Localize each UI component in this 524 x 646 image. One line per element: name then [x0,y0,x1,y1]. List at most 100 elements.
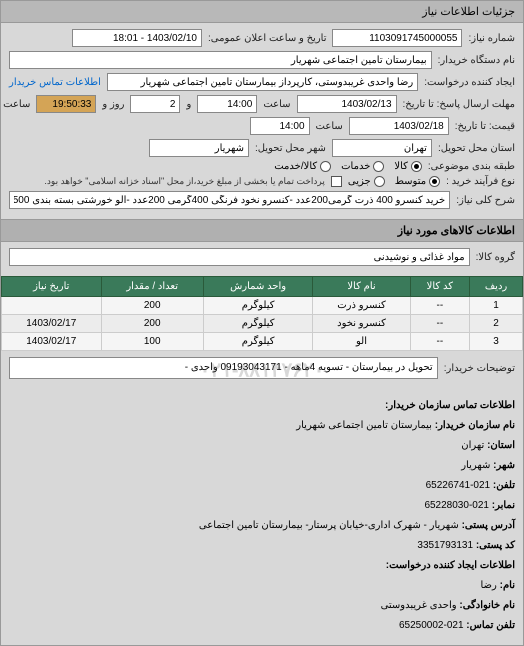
province-label: استان محل تحویل: [438,143,515,154]
request-number-input[interactable] [332,29,462,47]
ci-province-label: استان: [487,440,515,451]
payment-checkbox[interactable] [331,176,342,187]
header-bar: جزئیات اطلاعات نیاز [1,1,523,23]
radio-partial-label: جزیی [348,176,371,187]
header-title: جزئیات اطلاعات نیاز [422,6,515,18]
time-label-2: ساعت [316,121,343,132]
radio-services-icon [373,161,384,172]
radio-services-label: خدمات [341,161,370,172]
creator-input[interactable] [107,73,418,91]
th-date: تاریخ نیاز [2,277,102,297]
main-container: جزئیات اطلاعات نیاز شماره نیاز: تاریخ و … [0,0,524,646]
table-cell: -- [410,315,469,333]
buyer-notes-label: توضیحات خریدار: [444,363,515,374]
table-cell: کنسرو ذرت [313,297,410,315]
radio-services[interactable]: خدمات [341,161,384,172]
days-suffix: روز و [102,99,124,110]
table-cell: 200 [101,315,203,333]
buyer-name-input[interactable] [9,51,432,69]
goods-section-title: اطلاعات کالاهای مورد نیاز [1,219,523,242]
ci-fax-label: نمابر: [492,500,515,511]
announce-date-input[interactable] [72,29,202,47]
radio-both[interactable]: کالا/خدمت [274,161,331,172]
radio-small[interactable]: متوسط [395,176,440,187]
city-input[interactable] [149,139,249,157]
purchase-type-group: متوسط جزیی [348,176,440,187]
ci-postal: 3351793131 [417,540,473,551]
ci-cphone: 021-65250002 [399,620,464,631]
ci-address: شهریار - شهرک اداری-خیابان پرستار- بیمار… [199,520,459,531]
category-label: طبقه بندی موضوعی: [428,161,515,172]
ci-postal-label: کد پستی: [476,540,515,551]
ci-family-label: نام خانوادگی: [459,600,515,611]
creator-label: ایجاد کننده درخواست: [424,77,515,88]
quote-label: قیمت: تا تاریخ: [455,121,515,132]
quote-date-input[interactable] [349,117,449,135]
th-row: ردیف [470,277,523,297]
org-value: بیمارستان تامین اجتماعی شهریار [296,420,432,431]
ci-phone: 021-65226741 [426,480,491,491]
table-cell: -- [410,333,469,351]
radio-small-label: متوسط [395,176,426,187]
th-qty: تعداد / مقدار [101,277,203,297]
ci-name-label: نام: [500,580,515,591]
purchase-type-label: نوع فرآیند خرید : [446,176,515,187]
ci-address-label: آدرس پستی: [462,520,515,531]
radio-partial-icon [374,176,385,187]
table-cell: -- [410,297,469,315]
table-cell: 200 [101,297,203,315]
ci-fax: 021-65228030 [424,500,489,511]
org-label: نام سازمان خریدار: [435,420,515,431]
table-cell: الو [313,333,410,351]
city-label: شهر محل تحویل: [255,143,326,154]
deadline-label: مهلت ارسال پاسخ: تا تاریخ: [403,99,515,110]
th-name: نام کالا [313,277,410,297]
radio-both-icon [320,161,331,172]
table-cell: 100 [101,333,203,351]
table-row: 1--کنسرو ذرتکیلوگرم200 [2,297,523,315]
radio-goods[interactable]: کالا [394,161,422,172]
ci-city-label: شهر: [493,460,515,471]
table-cell: کیلوگرم [203,315,313,333]
radio-partial[interactable]: جزیی [348,176,385,187]
ci-family: واحدی غریبدوستی [381,600,457,611]
ci-cphone-label: تلفن تماس: [466,620,515,631]
days-input[interactable] [130,95,180,113]
days-and: و [186,99,191,110]
remaining-suffix: ساعت باقی مانده [0,99,30,110]
table-cell: 1403/02/17 [2,333,102,351]
quote-time-input[interactable] [250,117,310,135]
deadline-date-input[interactable] [297,95,397,113]
table-row: 2--کنسرو نخودکیلوگرم2001403/02/17 [2,315,523,333]
contact-link[interactable]: اطلاعات تماس خریدار [9,77,101,88]
form-section: شماره نیاز: تاریخ و ساعت اعلان عمومی: نا… [1,23,523,219]
contact-title: اطلاعات تماس سازمان خریدار: [9,397,515,415]
table-row: 3--الوکیلوگرم1001403/02/17 [2,333,523,351]
contact-info-block: اطلاعات تماس سازمان خریدار: نام سازمان خ… [1,389,523,645]
remaining-time-input[interactable] [36,95,96,113]
announce-date-label: تاریخ و ساعت اعلان عمومی: [208,33,327,44]
group-label: گروه کالا: [476,252,515,263]
desc-input[interactable] [9,191,450,209]
request-number-label: شماره نیاز: [468,33,515,44]
ci-province: تهران [461,440,484,451]
table-cell: کنسرو نخود [313,315,410,333]
category-radio-group: کالا خدمات کالا/خدمت [274,161,422,172]
buyer-notes-box: تحویل در بیمارستان - تسویه 4ماهه - 09193… [9,357,438,379]
ci-name: رضا [480,580,496,591]
group-input[interactable] [9,248,470,266]
deadline-time-input[interactable] [197,95,257,113]
payment-note: پرداخت تمام یا بخشی از مبلغ خرید،از محل … [44,176,324,187]
table-cell: کیلوگرم [203,297,313,315]
table-cell: 1 [470,297,523,315]
ci-phone-label: تلفن: [493,480,515,491]
table-cell [2,297,102,315]
table-cell: 3 [470,333,523,351]
province-input[interactable] [332,139,432,157]
radio-goods-label: کالا [394,161,408,172]
radio-both-label: کالا/خدمت [274,161,317,172]
radio-small-icon [429,176,440,187]
th-code: کد کالا [410,277,469,297]
table-cell: 1403/02/17 [2,315,102,333]
buyer-name-label: نام دستگاه خریدار: [438,55,515,66]
